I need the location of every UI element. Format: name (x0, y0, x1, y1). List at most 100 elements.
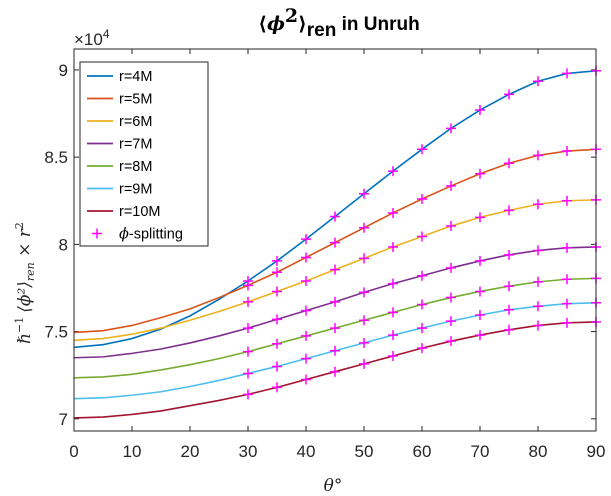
phi-splitting-marker (388, 207, 398, 218)
phi-splitting-marker (446, 316, 456, 327)
phi-splitting-marker (475, 310, 485, 321)
plot-area-border (73, 48, 597, 432)
phi-splitting-marker (475, 255, 485, 266)
x-axis-label: θ° (324, 476, 343, 496)
phi-splitting-marker (475, 105, 485, 116)
phi-splitting-marker (243, 323, 253, 334)
phi-splitting-marker (562, 242, 572, 253)
title-bracket-close: ⟩ (298, 13, 307, 35)
phi-splitting-marker (533, 276, 543, 287)
phi-splitting-marker (243, 296, 253, 307)
phi-splitting-marker (330, 323, 340, 334)
phi-splitting-marker (330, 296, 340, 307)
phi-splitting-marker (533, 76, 543, 87)
phi-splitting-marker (388, 307, 398, 318)
legend-label: r=6M (119, 114, 152, 130)
phi-splitting-marker (504, 281, 514, 292)
phi-splitting-marker (359, 287, 369, 298)
phi-splitting-marker (446, 336, 456, 347)
phi-splitting-marker (301, 305, 311, 316)
phi-splitting-marker (272, 267, 282, 278)
title-bracket-open: ⟨ (258, 13, 267, 35)
phi-splitting-marker (475, 212, 485, 223)
phi-splitting-marker (243, 346, 253, 357)
phi-splitting-marker (301, 252, 311, 263)
phi-splitting-marker (301, 374, 311, 385)
phi-splitting-marker (562, 317, 572, 328)
phi-splitting-marker (475, 286, 485, 297)
phi-splitting-marker (504, 158, 514, 169)
phi-splitting-marker (504, 324, 514, 335)
phi-splitting-marker (533, 245, 543, 256)
ylabel-r-power: 2 (13, 222, 26, 229)
phi-splitting-marker (359, 358, 369, 369)
y-tick-label: 8 (59, 235, 68, 254)
legend: r=4M r=5M r=6M r=7M r=8M r=9M r=10M ϕ-splitting (79, 61, 209, 247)
phi-splitting-marker (330, 237, 340, 248)
legend-label: r=9M (119, 182, 152, 198)
phi-splitting-marker (562, 274, 572, 285)
phi-splitting-marker (243, 389, 253, 400)
x-tick-label: 20 (181, 442, 200, 461)
phi-splitting-marker (388, 278, 398, 289)
phi-splitting-marker (533, 150, 543, 161)
phi-splitting-marker (359, 222, 369, 233)
phi-splitting-marker (504, 89, 514, 100)
phi-splitting-marker (562, 195, 572, 206)
phi-splitting-marker (388, 350, 398, 361)
legend-items: r=4M r=5M r=6M r=7M r=8M r=9M r=10M ϕ-splitting (87, 69, 183, 243)
phi-splitting-marker (417, 194, 427, 205)
x-tick-label: 80 (529, 442, 548, 461)
phi-splitting-marker (504, 205, 514, 216)
phi-splitting-marker (272, 286, 282, 297)
title-phi: ϕ (267, 13, 285, 35)
title-subscript: ren (307, 20, 337, 41)
phi-splitting-marker (388, 241, 398, 252)
x-tick-label: 10 (123, 442, 142, 461)
y-tick-label: 7 (59, 410, 68, 429)
x-tick-label: 50 (355, 442, 374, 461)
ylabel-hbar: ℏ (15, 333, 35, 344)
y-exponent-power: 4 (103, 27, 110, 41)
phi-splitting-marker (272, 338, 282, 349)
x-tick-label: 70 (471, 442, 490, 461)
phi-splitting-marker (272, 255, 282, 266)
phi-splitting-marker (562, 146, 572, 157)
phi-splitting-marker (475, 168, 485, 179)
x-tick-label: 60 (413, 442, 432, 461)
ylabel-minus-one: −1 (13, 317, 26, 333)
ylabel-phi-sq: ⟨ϕ²⟩ (15, 281, 35, 313)
ylabel-ren: ren (24, 262, 37, 281)
phi-splitting-marker (243, 280, 253, 291)
phi-splitting-marker (330, 211, 340, 222)
y-tick-label: 8.5 (44, 148, 68, 167)
x-tick-label: 90 (587, 442, 606, 461)
phi-splitting-marker (272, 361, 282, 372)
phi-splitting-marker (417, 343, 427, 354)
phi-splitting-marker (417, 270, 427, 281)
phi-splitting-marker (446, 292, 456, 303)
phi-splitting-marker (533, 301, 543, 312)
y-tick-label: 7.5 (44, 323, 68, 342)
phi-splitting-marker (533, 320, 543, 331)
phi-splitting-marker (417, 323, 427, 334)
phi-splitting-marker (272, 314, 282, 325)
phi-splitting-marker (504, 304, 514, 315)
x-tick-label: 0 (69, 442, 78, 461)
phi-splitting-marker (359, 337, 369, 348)
phi-splitting-marker (475, 330, 485, 341)
chart-title: ⟨ϕ2⟩ren in Unruh (258, 5, 419, 41)
y-exponent: ×104 (74, 27, 110, 49)
phi-splitting-marker (359, 253, 369, 264)
phi-splitting-marker (330, 366, 340, 377)
phi-splitting-marker (446, 123, 456, 134)
phi-splitting-marker (388, 166, 398, 177)
legend-label: r=4M (119, 69, 152, 85)
phi-splitting-marker (417, 299, 427, 310)
phi-splitting-marker (243, 368, 253, 379)
markers-layer (243, 65, 601, 400)
title-rest: in Unruh (336, 14, 419, 35)
phi-splitting-marker (301, 234, 311, 245)
phi-splitting-marker (330, 264, 340, 275)
